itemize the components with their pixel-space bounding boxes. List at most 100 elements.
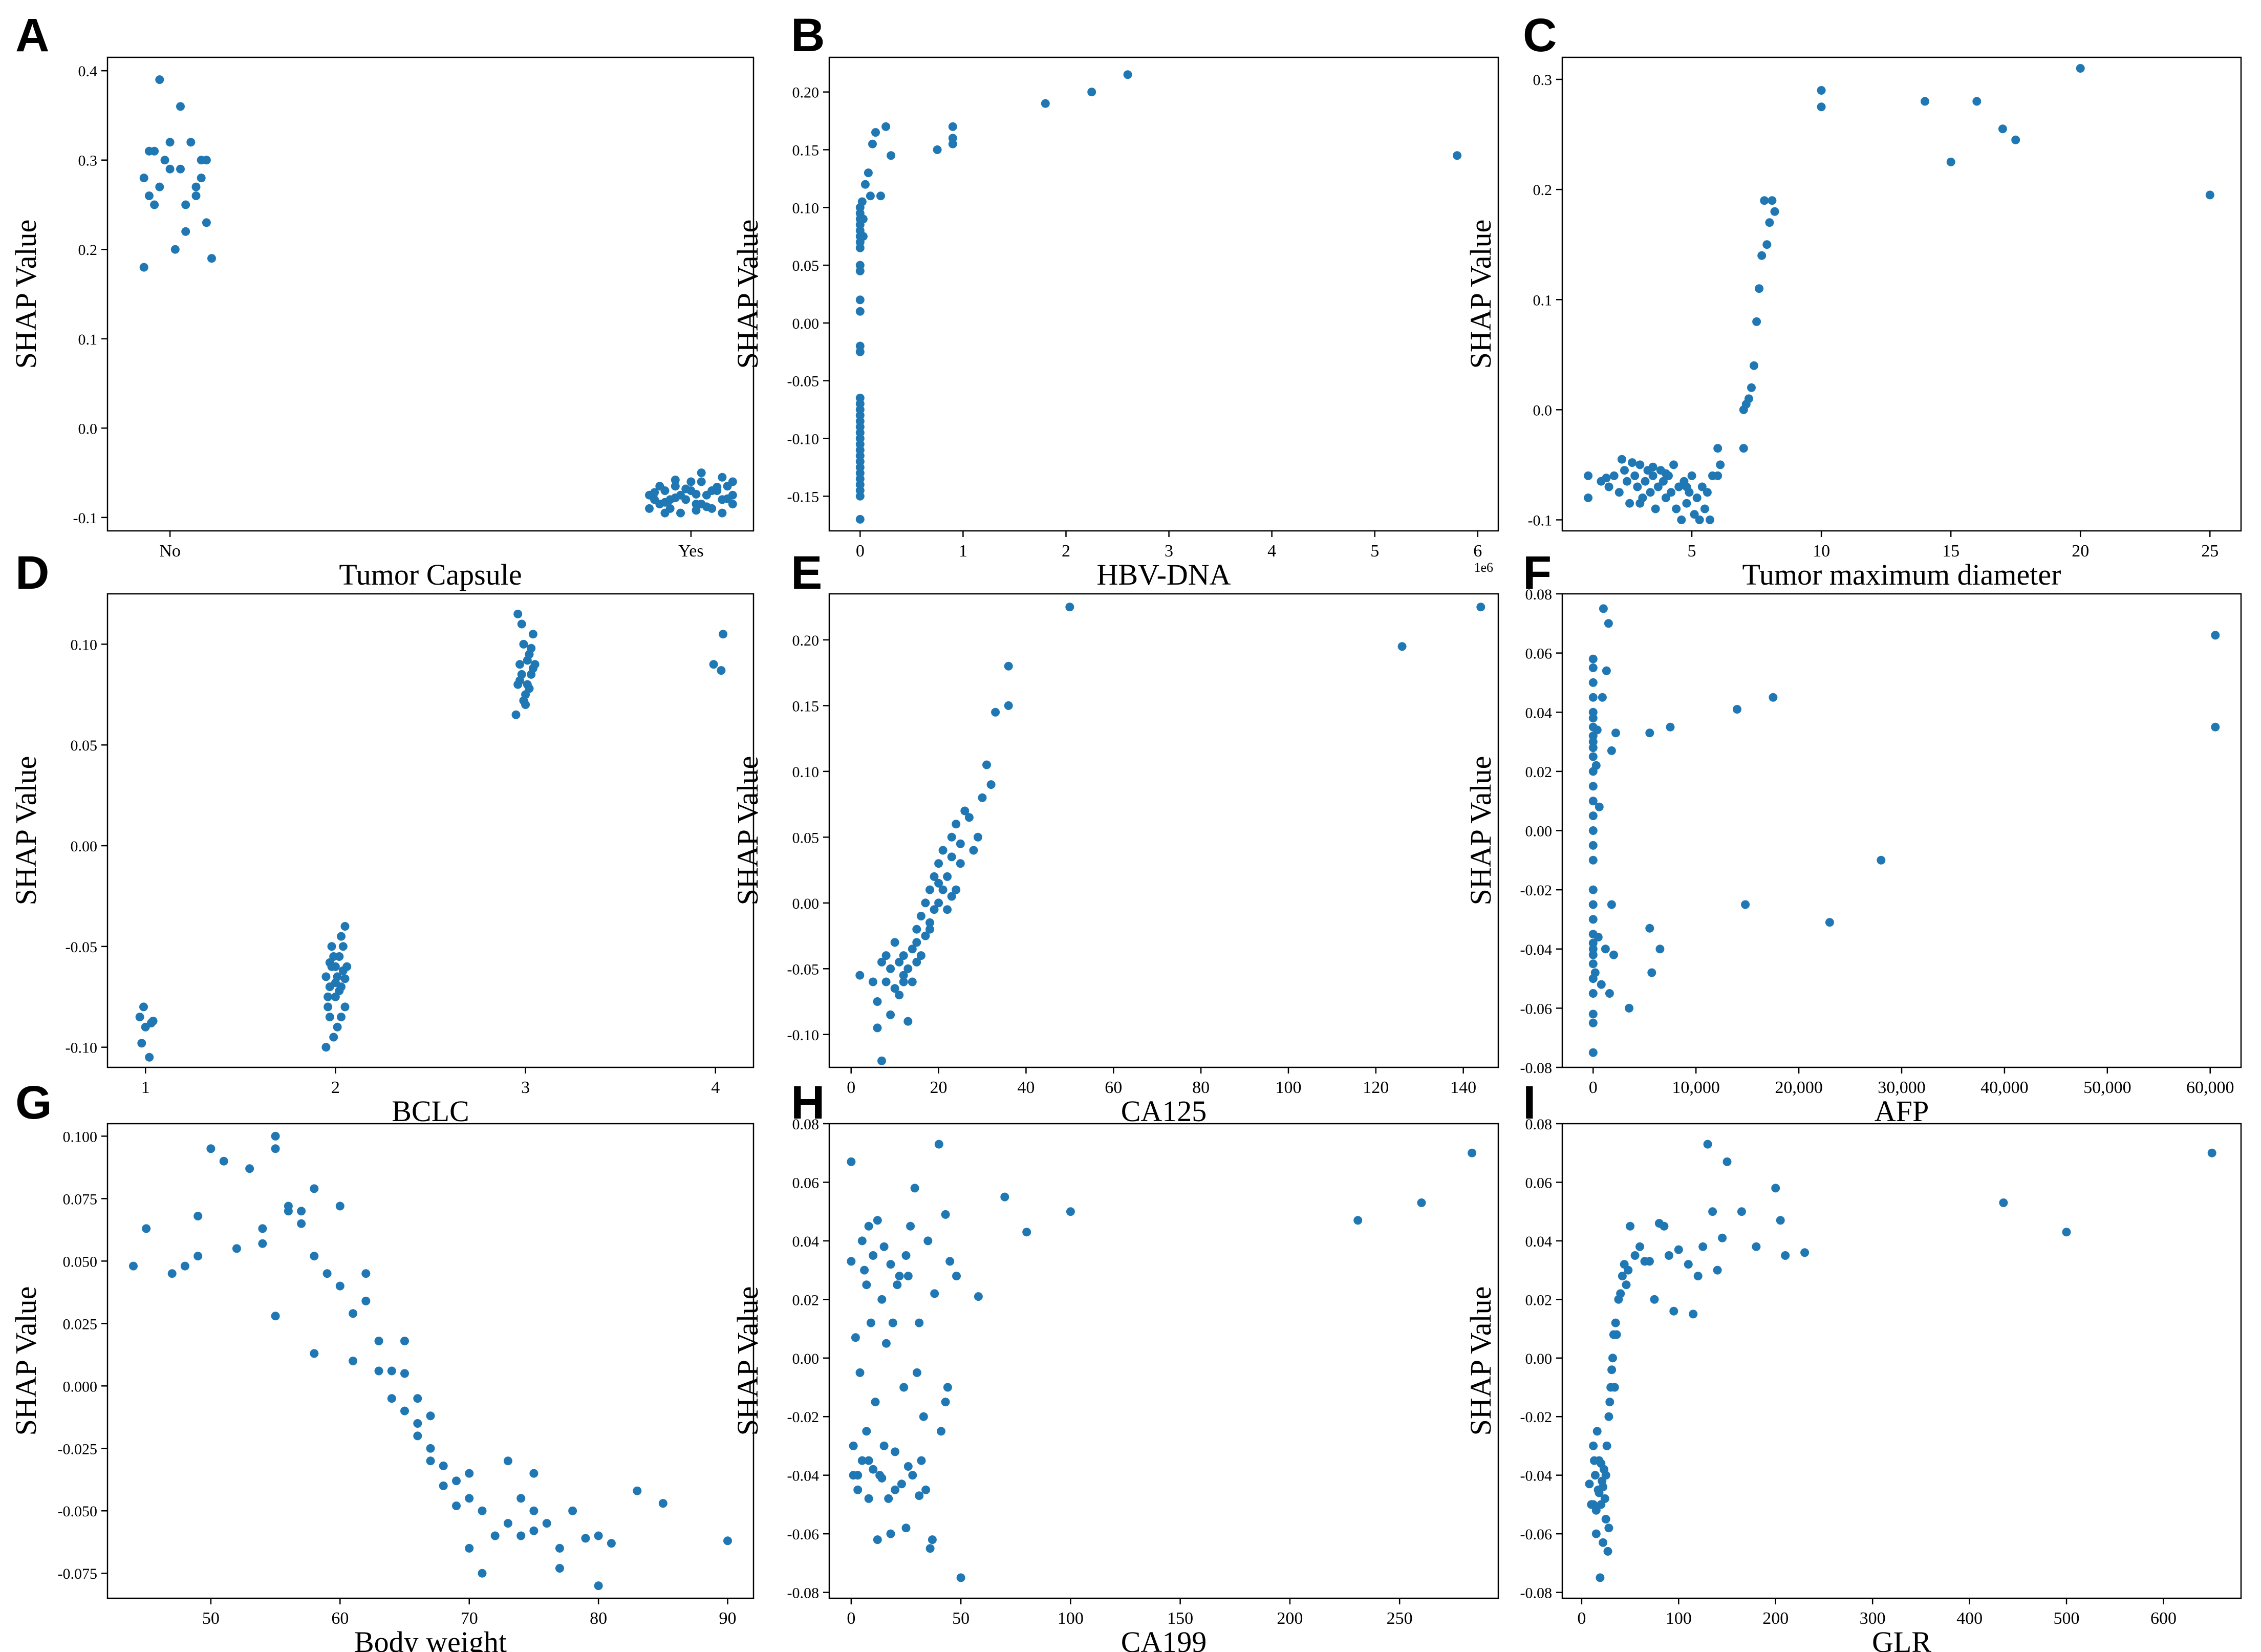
data-point [655, 482, 664, 491]
data-point [650, 488, 659, 497]
y-axis-label: SHAP Value [731, 1286, 764, 1436]
data-point [893, 1280, 902, 1290]
data-point [1610, 1383, 1619, 1392]
data-point [202, 156, 211, 165]
data-point [1608, 1354, 1617, 1363]
data-point [956, 839, 965, 848]
data-point [1999, 1198, 2008, 1207]
data-point [1612, 1330, 1621, 1339]
data-point [1635, 1242, 1644, 1251]
data-point [1653, 482, 1663, 491]
y-tick-label: -0.10 [787, 431, 820, 448]
data-point [1650, 1295, 1659, 1304]
data-point [1733, 705, 1741, 714]
data-point [1781, 1251, 1790, 1260]
data-point [361, 1269, 371, 1278]
data-point [895, 957, 904, 967]
y-axis-label: SHAP Value [1464, 220, 1497, 369]
data-point [426, 1456, 435, 1466]
data-point [873, 1216, 882, 1225]
y-axis-label: SHAP Value [9, 220, 42, 369]
data-point [1718, 1233, 1727, 1242]
y-tick-label: 0.00 [1525, 1350, 1553, 1367]
x-tick-label: 5 [1688, 542, 1696, 561]
data-point [1605, 1398, 1614, 1407]
data-point [329, 1033, 338, 1042]
data-point [517, 619, 526, 629]
plot-frame [1561, 593, 2242, 1068]
data-point [1588, 900, 1598, 909]
x-tick-label: 40,000 [1980, 1078, 2029, 1097]
data-point [1604, 482, 1613, 491]
data-point [555, 1543, 564, 1553]
data-point [916, 912, 925, 920]
data-point [887, 151, 896, 160]
plot-frame [106, 56, 755, 532]
x-tick-label: 300 [1860, 1609, 1886, 1628]
data-point [899, 977, 908, 986]
data-point [1601, 1471, 1610, 1480]
data-point [1602, 474, 1611, 483]
x-tick-label: 25 [2201, 542, 2219, 561]
data-point [1588, 678, 1598, 687]
data-point [917, 1456, 926, 1465]
plot-frame [828, 593, 1499, 1068]
data-point [144, 146, 154, 156]
data-point [718, 508, 727, 518]
data-point [1752, 317, 1761, 326]
x-axis-label: HBV-DNA [1096, 558, 1231, 591]
data-point [671, 476, 680, 484]
data-point [723, 1536, 732, 1546]
data-point [145, 1053, 154, 1062]
data-point [1648, 471, 1657, 480]
x-axis-label: GLR [1872, 1625, 1931, 1652]
data-point [284, 1207, 293, 1216]
data-point [1630, 471, 1640, 480]
y-tick-label: -0.04 [1520, 941, 1553, 958]
data-point [1585, 1479, 1594, 1489]
data-point [310, 1184, 319, 1193]
data-point [528, 664, 537, 673]
data-point [232, 1244, 241, 1253]
data-point [933, 145, 942, 154]
data-point [873, 1535, 882, 1544]
y-tick-label: 0.05 [71, 737, 98, 754]
data-point [519, 639, 528, 649]
data-point [2211, 631, 2220, 640]
plot-frame [106, 1123, 755, 1599]
data-point [1667, 488, 1676, 497]
data-point [2211, 722, 2220, 732]
x-axis-label: CA199 [1121, 1625, 1207, 1652]
y-axis-label: SHAP Value [1464, 1286, 1497, 1436]
data-point [170, 245, 180, 254]
y-tick-label: -0.02 [1520, 1409, 1553, 1426]
data-point [864, 1221, 873, 1231]
data-point [1682, 499, 1691, 508]
data-point [452, 1501, 461, 1510]
data-point [886, 1260, 895, 1269]
data-point [925, 1544, 935, 1553]
scatter-points [1584, 64, 2214, 524]
data-point [855, 307, 865, 316]
data-point [1588, 663, 1598, 672]
data-point [888, 1318, 897, 1327]
data-point [374, 1366, 383, 1376]
x-tick-label: 70 [461, 1609, 478, 1628]
data-point [901, 1251, 911, 1260]
y-tick-label: 0.10 [792, 764, 820, 781]
x-tick-label: 30,000 [1878, 1078, 1926, 1097]
data-point [374, 1337, 383, 1345]
x-axis-label: CA125 [1121, 1095, 1207, 1128]
data-point [1590, 968, 1600, 977]
data-point [1700, 504, 1709, 513]
x-tick-label: 60 [331, 1609, 349, 1628]
data-point [333, 1022, 342, 1032]
data-point [148, 1017, 158, 1025]
data-point [855, 394, 865, 402]
data-point [2207, 1148, 2216, 1157]
data-point [528, 630, 537, 639]
y-tick-label: 0.00 [792, 1350, 820, 1367]
data-point [340, 1002, 350, 1012]
x-tick-label: 120 [1363, 1078, 1389, 1097]
data-point [855, 341, 865, 351]
